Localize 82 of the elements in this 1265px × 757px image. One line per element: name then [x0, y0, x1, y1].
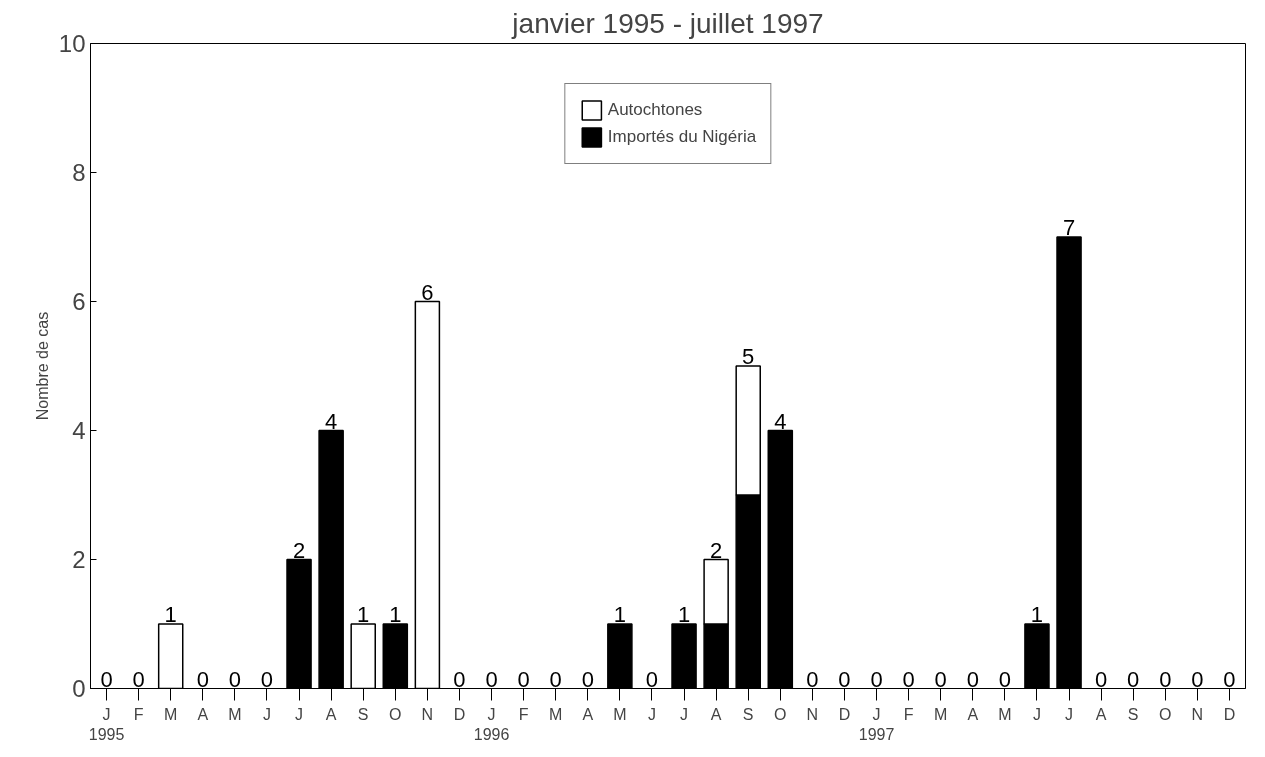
x-tick-label: J [647, 705, 656, 723]
total-label: 0 [1127, 666, 1140, 692]
y-tick-label: 10 [58, 30, 86, 57]
x-tick-label: M [613, 705, 627, 723]
x-tick-label: D [1223, 705, 1236, 723]
total-label: 2 [710, 537, 723, 563]
x-tick-label: D [838, 705, 851, 723]
total-label: 2 [292, 537, 306, 563]
x-tick-label: J [1032, 705, 1041, 723]
x-tick-label: M [934, 705, 948, 723]
y-tick-label: 0 [72, 675, 86, 702]
x-tick-label: J [262, 705, 271, 723]
total-label: 0 [228, 666, 242, 692]
y-tick-label: 6 [72, 288, 86, 315]
total-label: 0 [806, 666, 819, 692]
x-tick-label: J 1997 [858, 705, 895, 743]
total-label: 1 [677, 602, 691, 627]
total-label: 0 [645, 666, 659, 692]
total-label: 0 [870, 666, 883, 692]
total-label: 0 [549, 666, 562, 692]
x-tick-label: F [903, 705, 914, 723]
x-tick-label: M [228, 705, 242, 723]
x-tick-label: A [197, 705, 209, 723]
legend-label: Importés du Nigéria [607, 127, 757, 147]
y-tick-label: 4 [72, 417, 86, 444]
x-tick-label: J 1996 [473, 705, 510, 743]
x-tick-label: A [1095, 705, 1107, 723]
x-tick-label: J [680, 705, 689, 723]
total-label: 1 [357, 602, 370, 627]
x-tick-label: N [1191, 705, 1204, 723]
total-label: 1 [389, 602, 402, 627]
x-tick-label: F [133, 705, 144, 723]
total-label: 0 [100, 666, 113, 692]
x-tick-label: N [806, 705, 819, 723]
total-label: 0 [966, 666, 979, 692]
total-label: 1 [164, 602, 177, 627]
y-tick-label: 2 [72, 546, 86, 573]
x-tick-label: D [453, 705, 466, 723]
total-label: 1 [613, 602, 627, 627]
total-label: 0 [1191, 666, 1204, 692]
x-tick-label: S [742, 705, 754, 723]
x-tick-label: F [518, 705, 529, 723]
x-tick-label: A [710, 705, 722, 723]
x-tick-label: M [998, 705, 1012, 723]
x-tick-label: N [421, 705, 434, 723]
total-label: 0 [902, 666, 915, 692]
x-tick-label: J [295, 705, 304, 723]
total-label: 0 [485, 666, 498, 692]
total-label: 0 [132, 666, 145, 692]
total-label: 0 [838, 666, 851, 692]
chart-title: janvier 1995 - juillet 1997 [511, 7, 824, 39]
total-label: 0 [260, 666, 274, 692]
x-tick-label: J 1995 [88, 705, 125, 743]
y-axis-title: Nombre de cas [33, 311, 51, 421]
total-label: 5 [742, 344, 755, 369]
total-label: 4 [325, 408, 338, 434]
total-label: 0 [517, 666, 530, 692]
total-label: 0 [1159, 666, 1172, 692]
x-tick-label: S [1127, 705, 1139, 723]
total-label: 0 [934, 666, 947, 692]
x-tick-label: O [774, 705, 787, 723]
total-label: 1 [1030, 602, 1044, 627]
x-tick-label: J [1065, 705, 1074, 723]
x-tick-label: A [967, 705, 979, 723]
total-label: 0 [581, 666, 594, 692]
x-tick-label: A [325, 705, 337, 723]
x-tick-label: O [389, 705, 402, 723]
total-label: 4 [774, 408, 787, 434]
legend-label: Autochtones [607, 100, 703, 120]
total-label: 0 [196, 666, 209, 692]
x-tick-label: M [549, 705, 563, 723]
x-tick-label: M [164, 705, 178, 723]
total-label: 7 [1062, 215, 1076, 240]
x-tick-label: A [582, 705, 594, 723]
total-label: 0 [453, 666, 466, 692]
total-label: 0 [1223, 666, 1236, 692]
x-tick-label: O [1159, 705, 1172, 723]
y-tick-label: 8 [72, 159, 86, 186]
total-label: 0 [1095, 666, 1108, 692]
x-tick-label: S [357, 705, 369, 723]
total-label: 0 [998, 666, 1012, 692]
total-label: 6 [421, 279, 434, 305]
